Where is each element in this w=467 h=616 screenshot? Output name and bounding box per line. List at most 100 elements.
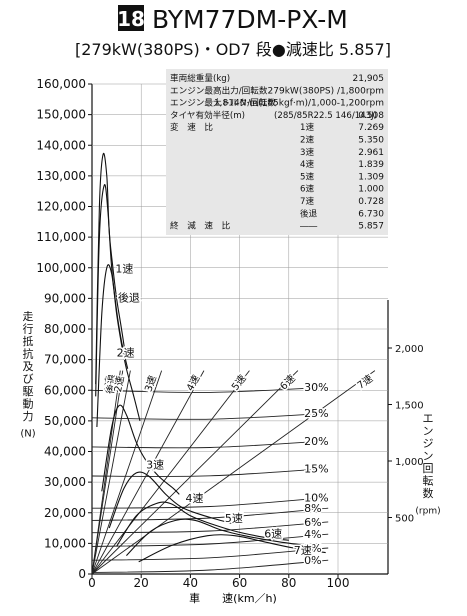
grade-label: 20% bbox=[304, 435, 328, 448]
y2-axis-title-char: 数 bbox=[423, 487, 434, 500]
drive-curve-label: 3速 bbox=[146, 458, 164, 471]
y-tick-label: 60,000 bbox=[44, 383, 86, 397]
spec-row-subject: 2速 bbox=[300, 135, 314, 146]
spec-row-subject: 1速 bbox=[300, 122, 314, 133]
y-tick-label: 20,000 bbox=[44, 506, 86, 520]
model-number-badge bbox=[118, 5, 144, 31]
y-axis-title-char: 動 bbox=[23, 397, 34, 411]
y-tick-label: 150,000 bbox=[36, 108, 86, 122]
grade-resistance-curve bbox=[91, 547, 329, 561]
spec-row-subject: 6速 bbox=[300, 184, 314, 195]
y-tick-label: 160,000 bbox=[36, 77, 86, 91]
spec-row-subject: 3速 bbox=[300, 147, 314, 158]
y-tick-label: 90,000 bbox=[44, 291, 86, 305]
spec-row-value: 279kW(380PS) /1,800rpm bbox=[268, 86, 384, 96]
spec-row-subject: ―― bbox=[300, 222, 318, 232]
y-tick-label: 100,000 bbox=[36, 261, 86, 275]
x-tick-labels: 0 20 40 60 80 100 bbox=[88, 574, 349, 590]
x-axis-title: 車 速(km／h) bbox=[189, 591, 277, 605]
y-tick-label: 0 bbox=[78, 567, 86, 581]
y-axis-title-char: 及 bbox=[23, 360, 34, 373]
drive-force-curve bbox=[101, 404, 180, 495]
grade-resistance-curve bbox=[91, 440, 329, 449]
engine-speed-line bbox=[91, 370, 131, 575]
engine-line-label: 7速 bbox=[355, 373, 375, 392]
y-tick-label: 10,000 bbox=[44, 536, 86, 550]
spec-row-label: 終 減 速 比 bbox=[170, 220, 231, 232]
y-axis-title-unit: (N) bbox=[20, 429, 35, 440]
y2-tick-label: 500 bbox=[395, 514, 414, 525]
spec-row-subject: (285/85R22.5 146/143J) bbox=[274, 111, 377, 121]
engine-speed-line bbox=[91, 370, 205, 575]
drive-force-curve bbox=[95, 183, 129, 397]
y2-axis-title-char: ン bbox=[423, 450, 434, 463]
y2-tick-label: 2,000 bbox=[395, 344, 424, 355]
y2-axis-title-char: 回 bbox=[423, 462, 434, 475]
spec-row-subject: 5速 bbox=[300, 171, 314, 182]
spec-row-subject: 7速 bbox=[300, 196, 314, 207]
model-title: BYM77DM-PX-M bbox=[152, 5, 348, 34]
drive-curve-label: 5速 bbox=[225, 512, 243, 525]
y-tick-label: 30,000 bbox=[44, 475, 86, 489]
y2-axis-title-unit: (rpm) bbox=[415, 507, 440, 517]
spec-row-label: 車両総重量(kg) bbox=[170, 72, 230, 84]
spec-row-value: 21,905 bbox=[353, 74, 385, 84]
x-tick-label: 40 bbox=[183, 576, 198, 590]
grade-resistance-curve bbox=[91, 521, 329, 534]
grade-resistance-curve bbox=[91, 559, 329, 573]
y-axis-title-char: 駆 bbox=[23, 385, 34, 398]
grade-resistance-curve bbox=[91, 533, 329, 547]
drive-force-curve bbox=[108, 471, 233, 529]
grade-resistance-curves bbox=[91, 386, 329, 573]
grade-label: 6% bbox=[304, 516, 321, 529]
grade-label: 0% bbox=[304, 554, 321, 567]
drive-curve-label: 後退 bbox=[118, 290, 140, 304]
spec-row-subject: 後退 bbox=[300, 207, 318, 219]
engine-speed-line bbox=[91, 370, 124, 575]
grade-resistance-curve bbox=[91, 496, 329, 509]
model-subtitle: [279kW(380PS)・OD7 段●減速比 5.857] bbox=[75, 40, 391, 59]
spec-row-value: 0.508 bbox=[358, 111, 384, 121]
model-number-badge-text: 18 bbox=[117, 7, 145, 31]
spec-row-label: タイヤ有効半径(m) bbox=[170, 109, 245, 121]
drive-curve-label: 4速 bbox=[185, 492, 203, 505]
spec-row-value: 6.730 bbox=[358, 209, 384, 219]
y-tick-label: 80,000 bbox=[44, 322, 86, 336]
drive-force-curve bbox=[126, 518, 314, 556]
spec-row-value: 5.350 bbox=[358, 136, 384, 146]
y-tick-label: 130,000 bbox=[36, 169, 86, 183]
spec-row-value: 1.000 bbox=[358, 185, 384, 195]
spec-table-background bbox=[166, 69, 388, 235]
grade-label: 4% bbox=[304, 528, 321, 541]
engine-speed-line bbox=[91, 370, 250, 575]
y2-tick-label: 1,000 bbox=[395, 457, 424, 468]
grade-label: 10% bbox=[304, 491, 328, 504]
grade-resistance-curve bbox=[91, 412, 329, 420]
y-tick-label: 120,000 bbox=[36, 200, 86, 214]
y-axis-title-char: 行 bbox=[23, 323, 34, 336]
engine-line-label: 1速 bbox=[102, 375, 116, 393]
title-block: 18 BYM77DM-PX-M [279kW(380PS)・OD7 段●減速比 … bbox=[75, 5, 391, 59]
spec-row-value: 7.269 bbox=[358, 123, 384, 133]
drive-curve-label: 2速 bbox=[117, 347, 135, 360]
spec-row-label: 変 速 比 bbox=[170, 121, 213, 133]
y2-tick-label: 1,500 bbox=[395, 401, 424, 412]
y-axis-title-char: び bbox=[23, 373, 34, 386]
x-tick-label: 0 bbox=[88, 576, 96, 590]
spec-row-value: 1.309 bbox=[358, 172, 384, 182]
drive-curve-label: 6速 bbox=[264, 527, 282, 540]
engine-line-label: 2速 bbox=[112, 375, 127, 393]
grade-resistance-curve bbox=[91, 386, 329, 393]
drive-force-curve bbox=[116, 501, 289, 547]
spec-table: 車両総重量(kg) 21,905 エンジン最高出力/回転数 279kW(380PS) … bbox=[166, 69, 388, 235]
grade-label: 25% bbox=[304, 407, 328, 420]
y-axis-title-char: 抵 bbox=[23, 334, 34, 348]
grade-resistance-curve bbox=[91, 467, 329, 477]
grade-label: 2% bbox=[304, 542, 321, 555]
y-axis-title-char: 走 bbox=[23, 310, 34, 323]
drive-curve-label: 7速 bbox=[294, 544, 312, 557]
engine-speed-line bbox=[91, 370, 163, 575]
x-tick-label: 60 bbox=[232, 576, 247, 590]
curve-labels: 30%25%20%15%10%8%6%4%2%0%1速後退2速3速4速5速6速7… bbox=[101, 261, 377, 569]
